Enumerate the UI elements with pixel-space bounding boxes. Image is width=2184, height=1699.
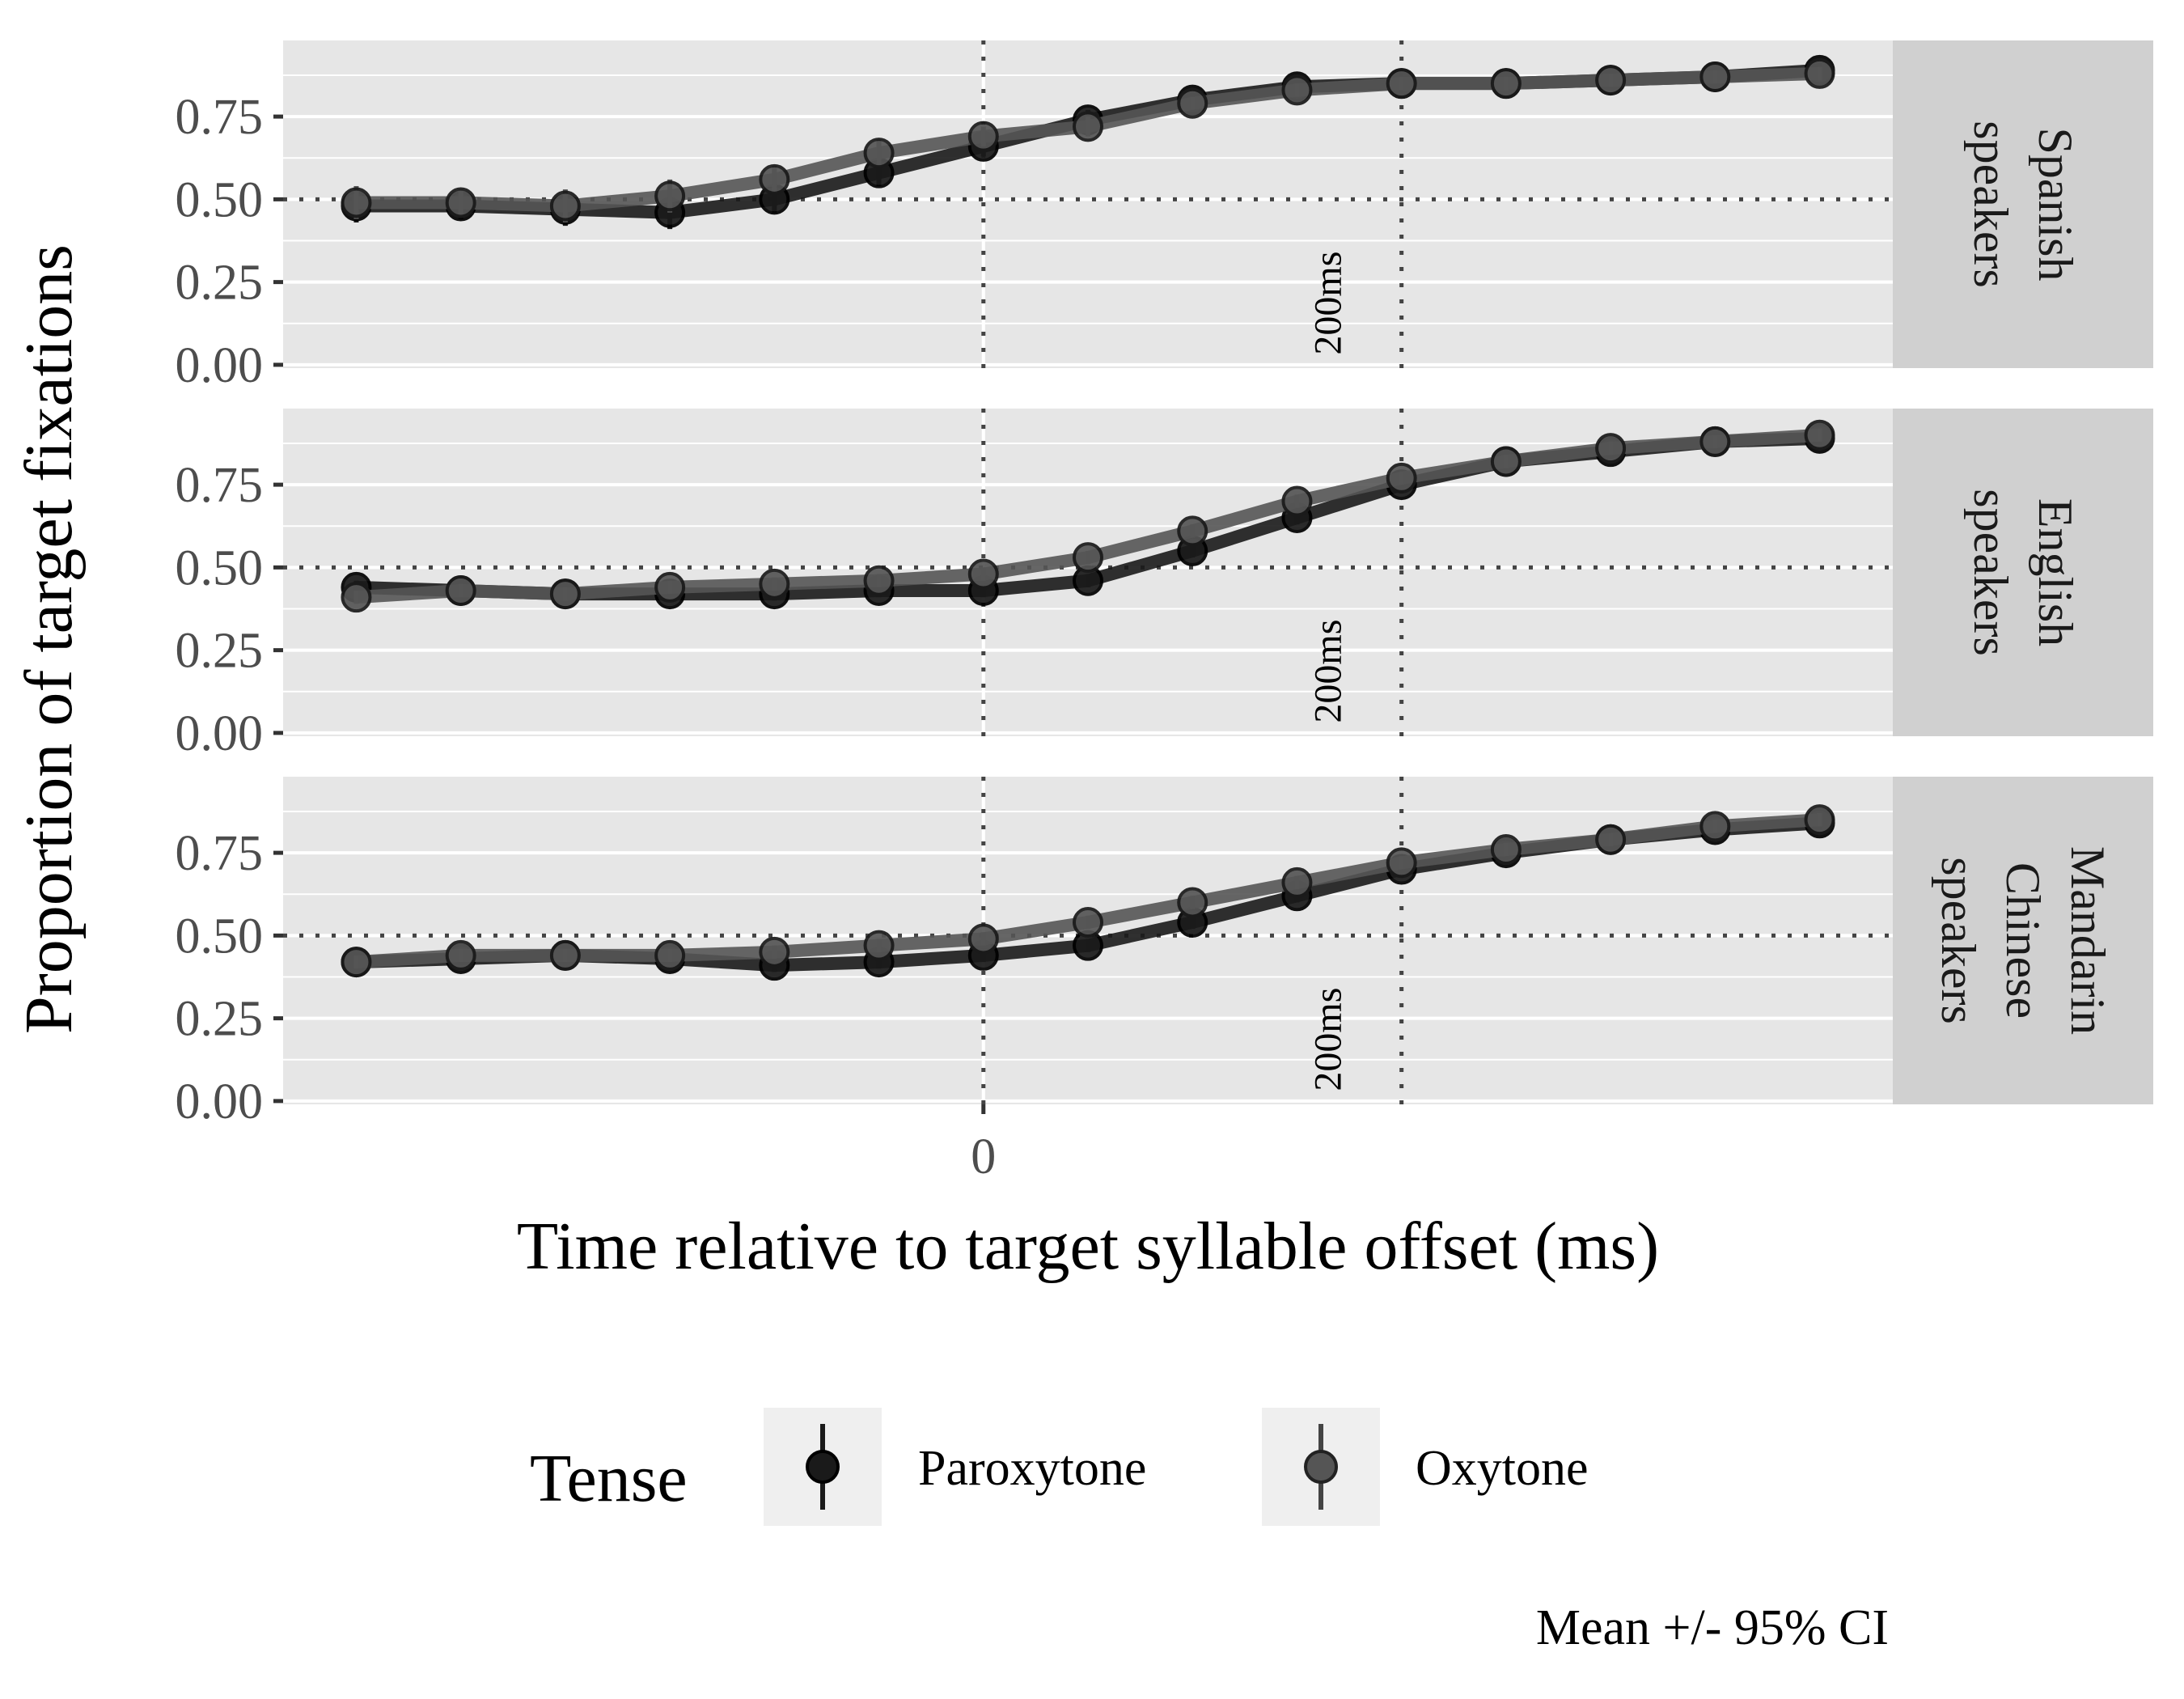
y-tick-label: 0.25	[176, 256, 264, 311]
data-point	[1281, 866, 1313, 898]
x-axis-title: Time relative to target syllable offset …	[517, 1209, 1659, 1284]
strip-background	[1893, 40, 2153, 368]
y-tick-label: 0.50	[176, 909, 264, 964]
y-tick-label: 0.00	[176, 706, 264, 761]
y-tick-label: 0.75	[176, 90, 264, 145]
annotation-200ms: 200ms	[1307, 988, 1350, 1091]
data-point	[1595, 824, 1627, 855]
data-point	[1699, 811, 1731, 842]
data-point	[1073, 907, 1103, 938]
data-point	[967, 121, 999, 152]
strip-label: Spanish	[2029, 127, 2082, 281]
legend: Tense Paroxytone Oxytone	[530, 1408, 1589, 1526]
data-point	[1177, 87, 1208, 119]
data-point	[1073, 542, 1103, 574]
legend-title: Tense	[530, 1441, 688, 1516]
data-point	[1386, 847, 1417, 879]
x-tick-label: 0	[971, 1129, 996, 1184]
y-tick-label: 0.75	[176, 458, 264, 513]
y-tick-label: 0.25	[176, 992, 264, 1047]
y-tick-label: 0.50	[176, 540, 264, 595]
data-point	[1804, 419, 1835, 451]
strip-label: Mandarin	[2061, 846, 2114, 1035]
strip-label: speakers	[1964, 121, 2017, 288]
strip-label: English	[2029, 498, 2082, 646]
data-point	[341, 947, 372, 978]
data-point	[1281, 74, 1313, 106]
data-point	[1804, 804, 1835, 836]
data-point	[1386, 68, 1417, 100]
strip-label: Chinese	[1996, 862, 2050, 1019]
data-point	[1699, 426, 1731, 457]
data-point	[549, 578, 581, 610]
data-point	[341, 187, 372, 218]
data-point	[1595, 65, 1627, 96]
data-point	[341, 582, 372, 613]
strip-label: speakers	[1964, 489, 2017, 656]
strip-background	[1893, 777, 2153, 1104]
panel-mandarin-chinese-speakers: 200ms 0.00 0.25 0.50 0.75 MandarinChinesespea…	[176, 777, 2153, 1129]
data-point	[1073, 111, 1103, 142]
data-point	[654, 180, 686, 212]
legend-item-paroxytone: Paroxytone	[764, 1408, 1146, 1526]
series-oxytone	[341, 57, 1835, 222]
series-oxytone	[341, 804, 1835, 978]
strip-background	[1893, 409, 2153, 736]
data-point	[759, 163, 790, 195]
data-point	[654, 571, 686, 603]
data-point	[967, 558, 999, 590]
data-point	[863, 930, 895, 961]
data-point	[549, 939, 581, 971]
legend-label-oxytone: Oxytone	[1416, 1441, 1589, 1496]
data-point	[759, 568, 790, 600]
y-tick-label: 0.00	[176, 1074, 264, 1129]
data-point	[1177, 887, 1208, 918]
data-point	[759, 936, 790, 968]
data-point	[1281, 485, 1313, 517]
legend-point-oxytone	[1304, 1450, 1338, 1484]
y-tick-label: 0.50	[176, 172, 264, 227]
data-point	[863, 565, 895, 596]
y-tick-label: 0.25	[176, 624, 264, 679]
y-axis-title: Proportion of target fixations	[11, 244, 87, 1034]
legend-item-oxytone: Oxytone	[1262, 1408, 1589, 1526]
data-point	[1490, 68, 1522, 100]
data-point	[549, 190, 581, 222]
data-point	[1595, 433, 1627, 464]
legend-point-paroxytone	[806, 1450, 840, 1484]
x-axis: 0	[971, 1104, 996, 1184]
y-tick-label: 0.75	[176, 826, 264, 881]
data-point	[1490, 446, 1522, 477]
data-point	[445, 187, 476, 218]
data-point	[654, 939, 686, 971]
series-oxytone	[341, 419, 1835, 613]
legend-label-paroxytone: Paroxytone	[918, 1441, 1146, 1496]
data-point	[863, 138, 895, 169]
chart-panels: 200ms0.000.250.500.75Spanishspeakers200m…	[176, 40, 2153, 1129]
data-point	[1177, 515, 1208, 547]
data-point	[967, 923, 999, 955]
data-point	[1386, 462, 1417, 494]
data-point	[445, 575, 476, 606]
caption: Mean +/- 95% CI	[1536, 1600, 1889, 1655]
data-point	[1699, 61, 1731, 92]
data-point	[1490, 834, 1522, 865]
annotation-200ms: 200ms	[1307, 620, 1350, 723]
data-point	[1804, 57, 1835, 89]
strip-label: speakers	[1932, 857, 1985, 1024]
data-point	[445, 939, 476, 971]
annotation-200ms: 200ms	[1307, 252, 1350, 355]
y-tick-label: 0.00	[176, 338, 264, 393]
